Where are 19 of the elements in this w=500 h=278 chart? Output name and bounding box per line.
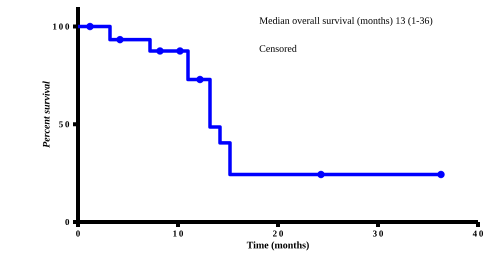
- annotation: Median overall survival (months) 13 (1-36): [260, 16, 432, 26]
- point: [437, 170, 445, 178]
- point: [317, 170, 325, 178]
- x-axis-title: Time (months): [246, 241, 309, 250]
- point: [196, 76, 204, 84]
- point: [116, 36, 124, 44]
- x-tick-label: 1 0: [173, 230, 184, 237]
- x-tick-label: 3 0: [372, 230, 384, 237]
- y-tick-label: 1 0 0: [53, 24, 70, 30]
- x-tick-label: 4 0: [472, 230, 484, 237]
- y-axis-title: Percent survival: [42, 81, 50, 148]
- point: [86, 22, 94, 30]
- x-tick-label: 0: [76, 230, 80, 237]
- x-tick-label: 2 0: [272, 230, 284, 237]
- y-tick-label: 5 0: [59, 121, 70, 128]
- point: [176, 47, 184, 55]
- annotation: Censored: [260, 44, 297, 52]
- y-tick-label: 0: [65, 218, 70, 226]
- point: [156, 47, 164, 55]
